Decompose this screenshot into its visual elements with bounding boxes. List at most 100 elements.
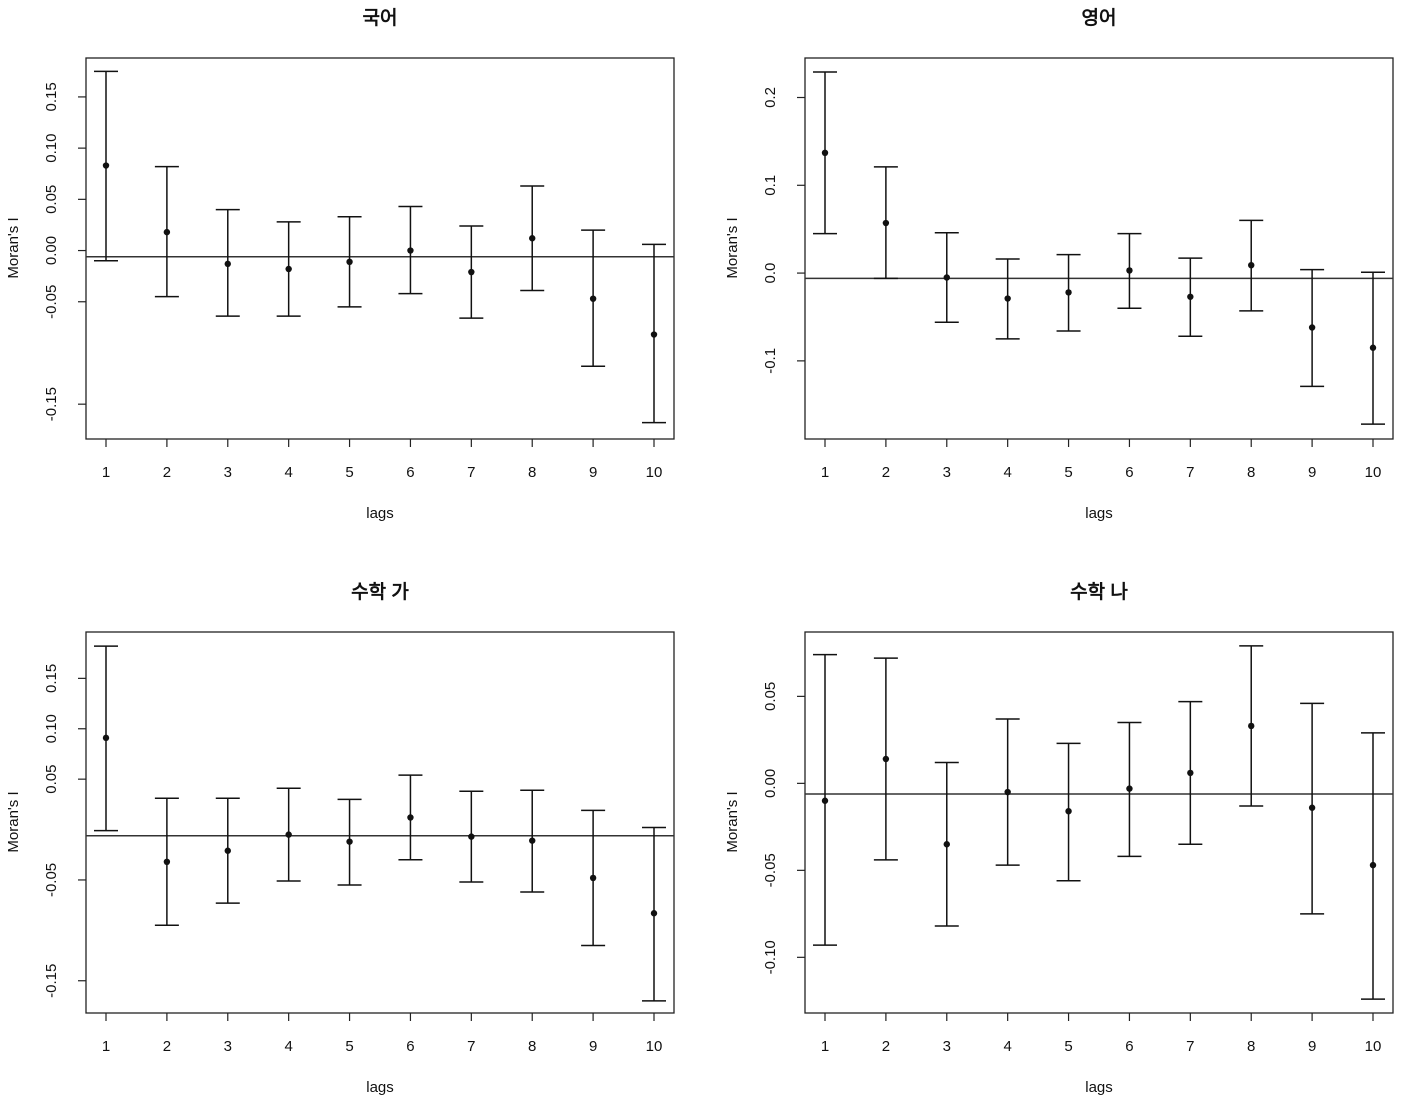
plot-frame — [85, 631, 675, 1014]
estimate-point — [285, 831, 292, 838]
panel-english: 영어 lags Moran's I 1 2 3 4 5 6 7 8 9 10 0.2 0.1 0.0 -0… — [724, 7, 1394, 522]
y-tick-label: -0.10 — [762, 940, 779, 974]
estimate-point — [1126, 267, 1133, 274]
x-tick-label: 4 — [284, 1038, 292, 1055]
estimate-point — [102, 162, 110, 169]
x-tick-label: 10 — [1365, 464, 1382, 481]
x-tick-label: 5 — [345, 464, 353, 481]
estimate-point — [1187, 769, 1194, 777]
estimate-point — [882, 755, 890, 763]
estimate-point — [102, 734, 110, 742]
x-tick-label: 4 — [1003, 464, 1011, 481]
estimate-point — [1308, 804, 1316, 811]
x-tick-label: 2 — [163, 464, 171, 481]
y-tick-label: 0.05 — [762, 682, 779, 711]
y-tick-label: 0.0 — [762, 263, 779, 284]
estimate-point — [224, 260, 231, 268]
panel-title: 수학 가 — [351, 581, 409, 603]
x-tick-label: 6 — [1125, 464, 1133, 481]
x-tick-label: 3 — [224, 1038, 232, 1055]
x-tick-label: 4 — [1003, 1038, 1011, 1055]
x-tick-label: 7 — [1186, 464, 1194, 481]
x-tick-label: 1 — [102, 1038, 110, 1055]
x-tick-label: 1 — [102, 464, 110, 481]
y-axis-title: Moran's I — [724, 791, 741, 852]
estimate-point — [943, 841, 950, 848]
x-tick-label: 2 — [163, 1038, 171, 1055]
x-tick-label: 3 — [224, 464, 232, 481]
x-tick-label: 1 — [821, 464, 829, 481]
x-tick-label: 4 — [284, 464, 292, 481]
x-tick-label: 9 — [1308, 1038, 1316, 1055]
estimate-point — [1369, 861, 1377, 869]
estimate-point — [821, 797, 829, 804]
panel-math-ga: 수학 가 lags Moran's I 1 2 3 4 5 6 7 8 9 10 0.15 0.10 0… — [5, 581, 675, 1096]
x-tick-label: 5 — [1064, 1038, 1072, 1055]
x-tick-label: 8 — [528, 464, 536, 481]
x-tick-label: 6 — [406, 1038, 414, 1055]
estimate-point — [821, 149, 829, 157]
y-axis-title: Moran's I — [5, 217, 22, 278]
x-axis-title: lags — [366, 1079, 394, 1096]
estimate-point — [589, 874, 597, 882]
x-tick-label: 8 — [1247, 1038, 1255, 1055]
estimate-point — [163, 858, 171, 866]
x-tick-label: 10 — [646, 464, 663, 481]
y-tick-label: 0.10 — [43, 714, 60, 743]
y-tick-label: 0.00 — [762, 769, 779, 798]
x-tick-label: 1 — [821, 1038, 829, 1055]
y-axis-title: Moran's I — [724, 217, 741, 278]
x-tick-label: 9 — [589, 464, 597, 481]
x-axis-title: lags — [366, 505, 394, 522]
x-tick-label: 2 — [882, 464, 890, 481]
x-tick-label: 8 — [528, 1038, 536, 1055]
y-tick-label: -0.15 — [43, 387, 60, 421]
x-tick-label: 3 — [943, 464, 951, 481]
x-tick-label: 10 — [1365, 1038, 1382, 1055]
estimate-point — [1004, 788, 1011, 796]
panel-korean: 국어 lags Moran's I 1 2 3 4 5 6 7 8 9 10 0.15 0.10 0.0… — [5, 7, 675, 522]
x-tick-label: 7 — [1186, 1038, 1194, 1055]
estimate-point — [529, 837, 536, 844]
plot-frame — [804, 57, 1394, 440]
estimate-point — [1126, 785, 1133, 792]
x-axis-title: lags — [1085, 505, 1113, 522]
y-tick-label: 0.05 — [43, 765, 60, 794]
estimate-point — [224, 847, 231, 854]
estimate-point — [1065, 807, 1072, 815]
estimate-point — [1308, 324, 1316, 331]
x-tick-label: 7 — [467, 464, 475, 481]
estimate-point — [1369, 344, 1377, 351]
estimate-point — [285, 265, 292, 273]
estimate-point — [1248, 261, 1255, 269]
plot-frame — [85, 57, 675, 440]
y-tick-label: -0.15 — [43, 964, 60, 998]
x-tick-label: 9 — [1308, 464, 1316, 481]
panel-title: 국어 — [363, 7, 398, 29]
y-tick-label: -0.05 — [43, 863, 60, 897]
estimate-point — [163, 228, 171, 236]
x-tick-label: 9 — [589, 1038, 597, 1055]
estimate-point — [407, 247, 414, 254]
panel-title: 영어 — [1082, 7, 1117, 29]
y-tick-label: 0.00 — [43, 236, 60, 265]
x-tick-label: 10 — [646, 1038, 663, 1055]
panel-math-na: 수학 나 lags Moran's I 1 2 3 4 5 6 7 8 9 10 0.05 0.00 -… — [724, 581, 1394, 1096]
x-tick-label: 5 — [345, 1038, 353, 1055]
x-tick-label: 2 — [882, 1038, 890, 1055]
y-tick-label: -0.05 — [762, 853, 779, 887]
x-tick-label: 7 — [467, 1038, 475, 1055]
x-tick-label: 5 — [1064, 464, 1072, 481]
estimate-point — [650, 910, 658, 917]
y-tick-label: 0.2 — [762, 87, 779, 108]
x-tick-label: 3 — [943, 1038, 951, 1055]
y-tick-label: 0.15 — [43, 82, 60, 111]
estimate-point — [468, 833, 475, 840]
x-axis-title: lags — [1085, 1079, 1113, 1096]
estimate-point — [407, 814, 414, 821]
y-tick-label: -0.1 — [762, 348, 779, 374]
x-tick-label: 6 — [406, 464, 414, 481]
estimate-point — [529, 235, 536, 242]
y-tick-label: 0.1 — [762, 175, 779, 196]
